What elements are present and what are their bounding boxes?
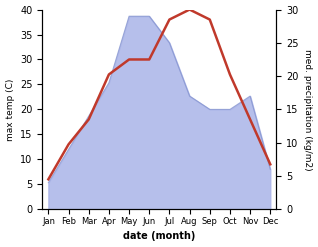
X-axis label: date (month): date (month) — [123, 231, 196, 242]
Y-axis label: max temp (C): max temp (C) — [5, 78, 15, 141]
Y-axis label: med. precipitation (kg/m2): med. precipitation (kg/m2) — [303, 49, 313, 170]
